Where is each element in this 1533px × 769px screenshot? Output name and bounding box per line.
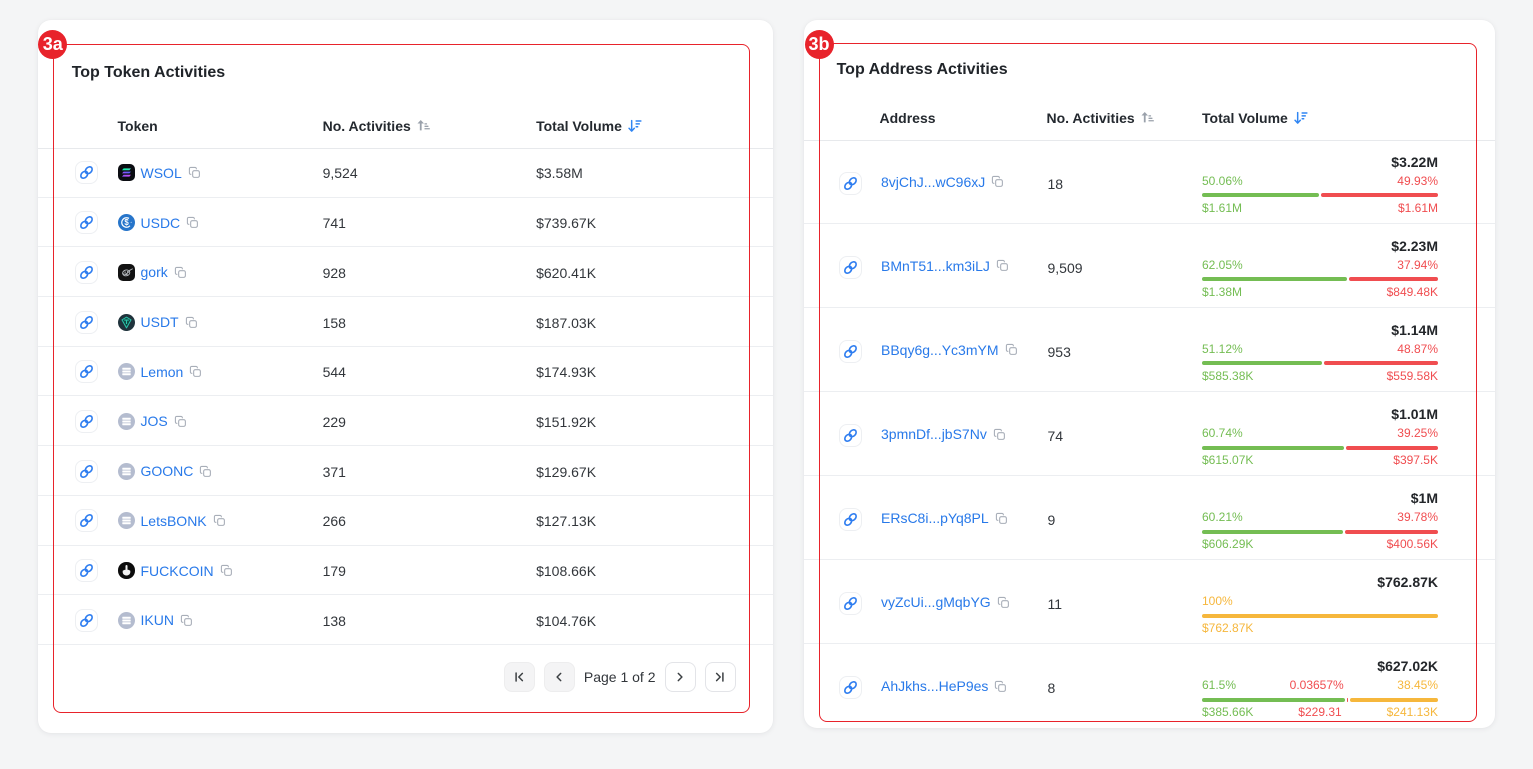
svg-text:$: $ (124, 218, 129, 227)
